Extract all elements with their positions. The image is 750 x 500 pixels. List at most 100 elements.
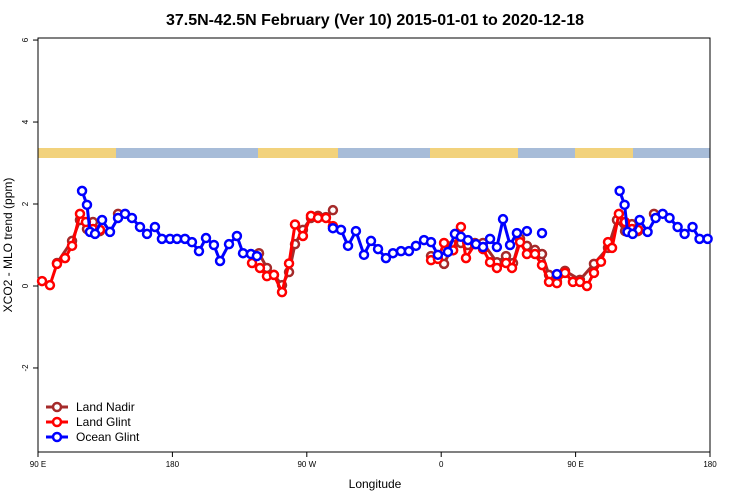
data-point: [672, 221, 683, 233]
data-point: [104, 226, 116, 238]
data-point: [664, 212, 675, 224]
data-point: [529, 248, 541, 260]
land: [575, 148, 633, 158]
data-point: [410, 240, 422, 252]
data-point: [214, 255, 226, 267]
data-point: [634, 214, 645, 226]
data-point: [141, 228, 153, 240]
x-tick-label: 90 E: [567, 460, 583, 469]
data-point: [551, 277, 563, 289]
legend-marker: [51, 401, 63, 413]
map-strip: [38, 148, 710, 158]
data-point: [186, 236, 198, 248]
y-axis-label: XCO2 - MLO trend (ppm): [1, 178, 15, 313]
x-axis-label: Longitude: [349, 477, 402, 491]
data-point: [702, 233, 713, 245]
y-tick-label: 0: [21, 283, 30, 288]
data-point: [134, 221, 146, 233]
data-point: [613, 208, 625, 220]
legend-label: Land Glint: [76, 415, 131, 429]
data-point: [36, 275, 48, 287]
data-point: [268, 269, 280, 281]
data-point: [193, 245, 205, 257]
data-point: [297, 230, 309, 242]
data-point: [543, 276, 555, 288]
data-point: [276, 286, 288, 298]
data-point: [327, 204, 339, 216]
data-point: [491, 241, 503, 253]
data-point: [365, 235, 377, 247]
data-point: [536, 259, 548, 271]
data-point: [208, 239, 220, 251]
y-tick-label: -2: [21, 364, 30, 372]
data-point: [438, 237, 450, 249]
data-point: [289, 219, 301, 230]
data-point: [614, 185, 625, 197]
data-point: [335, 224, 347, 236]
data-point: [251, 250, 263, 262]
data-point: [442, 246, 454, 258]
data-point: [126, 212, 138, 224]
data-point: [514, 236, 526, 248]
data-point: [81, 199, 93, 211]
data-point: [484, 256, 496, 268]
data-point: [200, 232, 212, 244]
y-tick-label: 2: [21, 201, 30, 206]
legend-label: Ocean Glint: [76, 430, 140, 444]
data-point: [521, 248, 533, 260]
data-point: [511, 227, 523, 239]
data-point: [679, 228, 690, 240]
data-point: [425, 236, 437, 248]
data-point: [432, 249, 444, 261]
data-point: [350, 225, 362, 237]
data-point: [687, 221, 698, 233]
data-point: [387, 247, 399, 259]
data-point: [74, 208, 86, 220]
data-point: [642, 226, 653, 238]
data-point: [51, 258, 63, 270]
data-point: [380, 252, 392, 264]
data-point: [460, 252, 472, 264]
x-tick-label: 90 E: [30, 460, 46, 469]
y-tick-label: 6: [21, 37, 30, 42]
data-point: [342, 240, 354, 252]
data-point: [96, 214, 108, 226]
data-point: [358, 249, 370, 261]
land: [38, 148, 116, 158]
data-point: [504, 239, 516, 251]
data-point: [455, 221, 467, 233]
y-tick-label: 4: [21, 119, 30, 124]
data-point: [588, 267, 600, 279]
land: [258, 148, 338, 158]
data-point: [327, 222, 339, 234]
data-point: [619, 199, 630, 211]
legend-marker: [51, 416, 63, 428]
series: [36, 208, 644, 298]
data-point: [521, 225, 533, 237]
x-tick-label: 180: [166, 460, 180, 469]
data-point: [231, 230, 243, 242]
data-point: [283, 258, 295, 269]
data-point: [559, 267, 571, 279]
data-point: [44, 279, 56, 291]
data-point: [59, 252, 71, 264]
x-tick-label: 0: [439, 460, 444, 469]
data-point: [606, 242, 618, 254]
data-point: [595, 256, 607, 268]
data-point: [462, 234, 474, 246]
x-tick-label: 90 W: [297, 460, 316, 469]
data-point: [484, 233, 496, 245]
data-point: [497, 213, 509, 225]
series: [76, 185, 713, 280]
data-point: [66, 240, 78, 252]
plot-frame: [37, 37, 711, 453]
data-point: [76, 185, 88, 197]
legend-marker: [51, 431, 63, 443]
data-point: [149, 221, 161, 233]
data-point: [581, 280, 593, 292]
data-point: [694, 233, 705, 245]
land: [430, 148, 518, 158]
